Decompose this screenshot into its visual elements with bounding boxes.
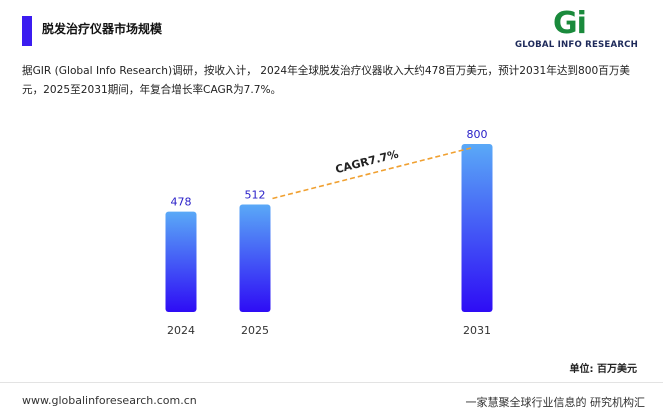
footer-slogan: 一家慧聚全球行业信息的 研究机构汇	[465, 396, 646, 409]
description: 据GIR (Global Info Research)调研，按收入计， 2024…	[22, 62, 642, 100]
market-size-bar-chart: 478 512 800 2024 2025 2031 CAGR7.7%	[165, 128, 493, 337]
logo-mark: Gi	[553, 6, 587, 41]
value-label-2025: 512	[245, 188, 266, 201]
brand-logo: Gi GLOBAL INFO RESEARCH	[515, 8, 643, 52]
logo-text: GLOBAL INFO RESEARCH	[515, 40, 639, 50]
bar-2025	[239, 204, 271, 312]
value-label-2024: 478	[171, 196, 192, 209]
description-line-2: 元，2025至2031期间，年复合增长率CAGR为7.7%。	[22, 84, 282, 96]
cagr-annotation: CAGR7.7%	[334, 148, 400, 177]
unit-label: 单位: 百万美元	[569, 364, 637, 375]
title-accent-bar	[22, 16, 32, 46]
footer-website: www.globalinforesearch.com.cn	[22, 394, 197, 407]
tick-label-2024: 2024	[167, 324, 195, 337]
tick-label-2025: 2025	[241, 324, 269, 337]
value-label-2031: 800	[467, 128, 488, 141]
bar-2024	[165, 211, 197, 312]
cagr-trend-line	[272, 147, 472, 200]
footer-divider	[0, 382, 663, 383]
tick-label-2031: 2031	[463, 324, 491, 337]
description-line-1: 据GIR (Global Info Research)调研，按收入计， 2024…	[22, 65, 631, 77]
page-title: 脱发治疗仪器市场规模	[42, 22, 163, 36]
bar-2031	[461, 144, 493, 312]
